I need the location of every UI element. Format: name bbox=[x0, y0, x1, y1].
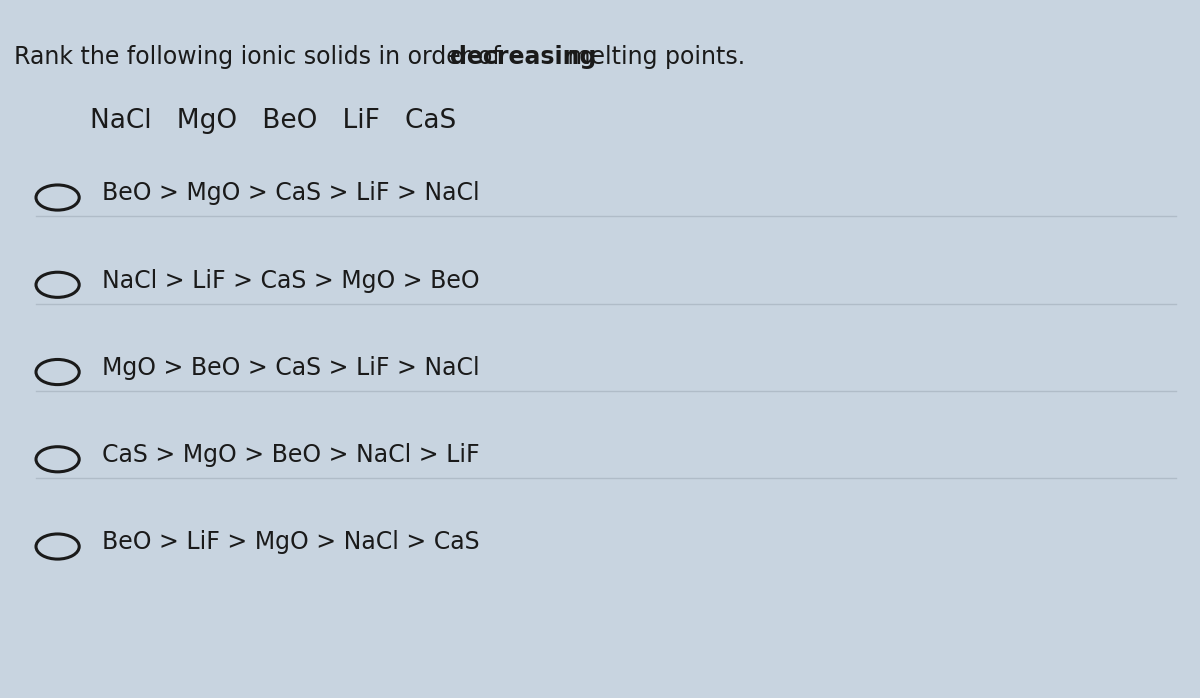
Text: BeO > MgO > CaS > LiF > NaCl: BeO > MgO > CaS > LiF > NaCl bbox=[102, 181, 480, 205]
Text: CaS > MgO > BeO > NaCl > LiF: CaS > MgO > BeO > NaCl > LiF bbox=[102, 443, 480, 467]
Text: NaCl   MgO   BeO   LiF   CaS: NaCl MgO BeO LiF CaS bbox=[90, 108, 456, 134]
Text: decreasing: decreasing bbox=[450, 45, 596, 69]
Text: melting points.: melting points. bbox=[560, 45, 745, 69]
Text: Rank the following ionic solids in order of: Rank the following ionic solids in order… bbox=[14, 45, 509, 69]
Text: NaCl > LiF > CaS > MgO > BeO: NaCl > LiF > CaS > MgO > BeO bbox=[102, 269, 480, 292]
Text: MgO > BeO > CaS > LiF > NaCl: MgO > BeO > CaS > LiF > NaCl bbox=[102, 356, 480, 380]
Text: BeO > LiF > MgO > NaCl > CaS: BeO > LiF > MgO > NaCl > CaS bbox=[102, 530, 480, 554]
